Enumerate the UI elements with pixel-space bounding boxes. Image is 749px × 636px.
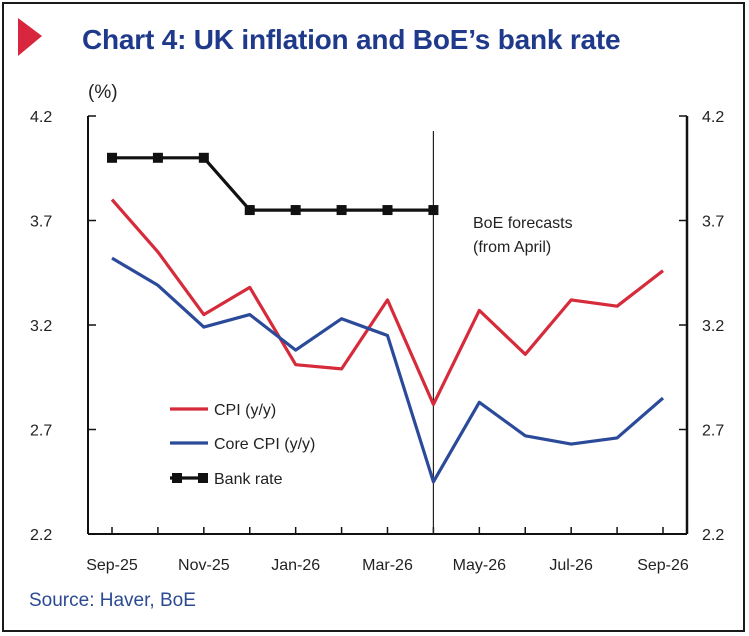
x-tick-label: Mar-26 xyxy=(362,557,413,574)
forecast-annotation: BoE forecasts xyxy=(473,215,573,232)
chart-title: Chart 4: UK inflation and BoE’s bank rat… xyxy=(82,24,621,55)
y-tick-label-left: 2.7 xyxy=(30,423,52,440)
bank-rate-marker xyxy=(244,205,255,216)
bank-rate-marker xyxy=(428,205,439,216)
y-tick-label-left: 3.7 xyxy=(30,214,52,231)
axes-layer: 4.2 4.2 3.7 3.7 3.2 3.2 2.7 2.7 2.2 2.2 Sep-25 Nov-… xyxy=(30,109,724,574)
cpi-line xyxy=(110,198,664,406)
x-tick-label: Sep-26 xyxy=(637,557,689,574)
bank-rate-marker xyxy=(152,152,163,163)
y-tick-label-right: 2.7 xyxy=(702,423,724,440)
y-tick-label-right: 3.2 xyxy=(702,318,724,335)
bank-rate-marker xyxy=(107,152,117,163)
x-tick-label: Jan-26 xyxy=(271,557,320,574)
forecast-annotation: (from April) xyxy=(473,239,551,256)
y-tick-label-left: 3.2 xyxy=(30,318,52,335)
legend: CPI (y/y) Core CPI (y/y) Bank rate xyxy=(170,402,315,488)
x-tick-label: Nov-25 xyxy=(178,557,230,574)
y-tick-label-right: 4.2 xyxy=(702,109,724,126)
legend-label-bank-rate: Bank rate xyxy=(214,471,283,488)
y-tick-label-right: 3.7 xyxy=(702,214,724,231)
bank-rate-marker xyxy=(198,152,209,163)
legend-marker-bank-rate xyxy=(198,473,208,483)
bank-rate-marker xyxy=(382,205,393,216)
annotation-layer: BoE forecasts (from April) xyxy=(473,215,573,256)
legend-marker-bank-rate xyxy=(172,473,182,483)
core-cpi-line xyxy=(111,256,665,484)
x-tick-label: Sep-25 xyxy=(86,557,138,574)
bank-rate-marker xyxy=(336,205,347,216)
y-tick-label-left: 2.2 xyxy=(30,527,52,544)
source-note: Source: Haver, BoE xyxy=(29,590,196,611)
x-tick-label: May-26 xyxy=(453,557,506,574)
series-layer xyxy=(107,152,665,484)
bank-rate-line xyxy=(112,156,434,212)
x-tick-label: Jul-26 xyxy=(549,557,593,574)
legend-label-cpi: CPI (y/y) xyxy=(214,402,276,419)
bank-rate-marker xyxy=(290,205,301,216)
y-axis-unit: (%) xyxy=(88,82,118,103)
y-tick-label-left: 4.2 xyxy=(30,109,52,126)
y-tick-label-right: 2.2 xyxy=(702,527,724,544)
flag-icon xyxy=(18,18,42,56)
legend-label-core-cpi: Core CPI (y/y) xyxy=(214,436,315,453)
